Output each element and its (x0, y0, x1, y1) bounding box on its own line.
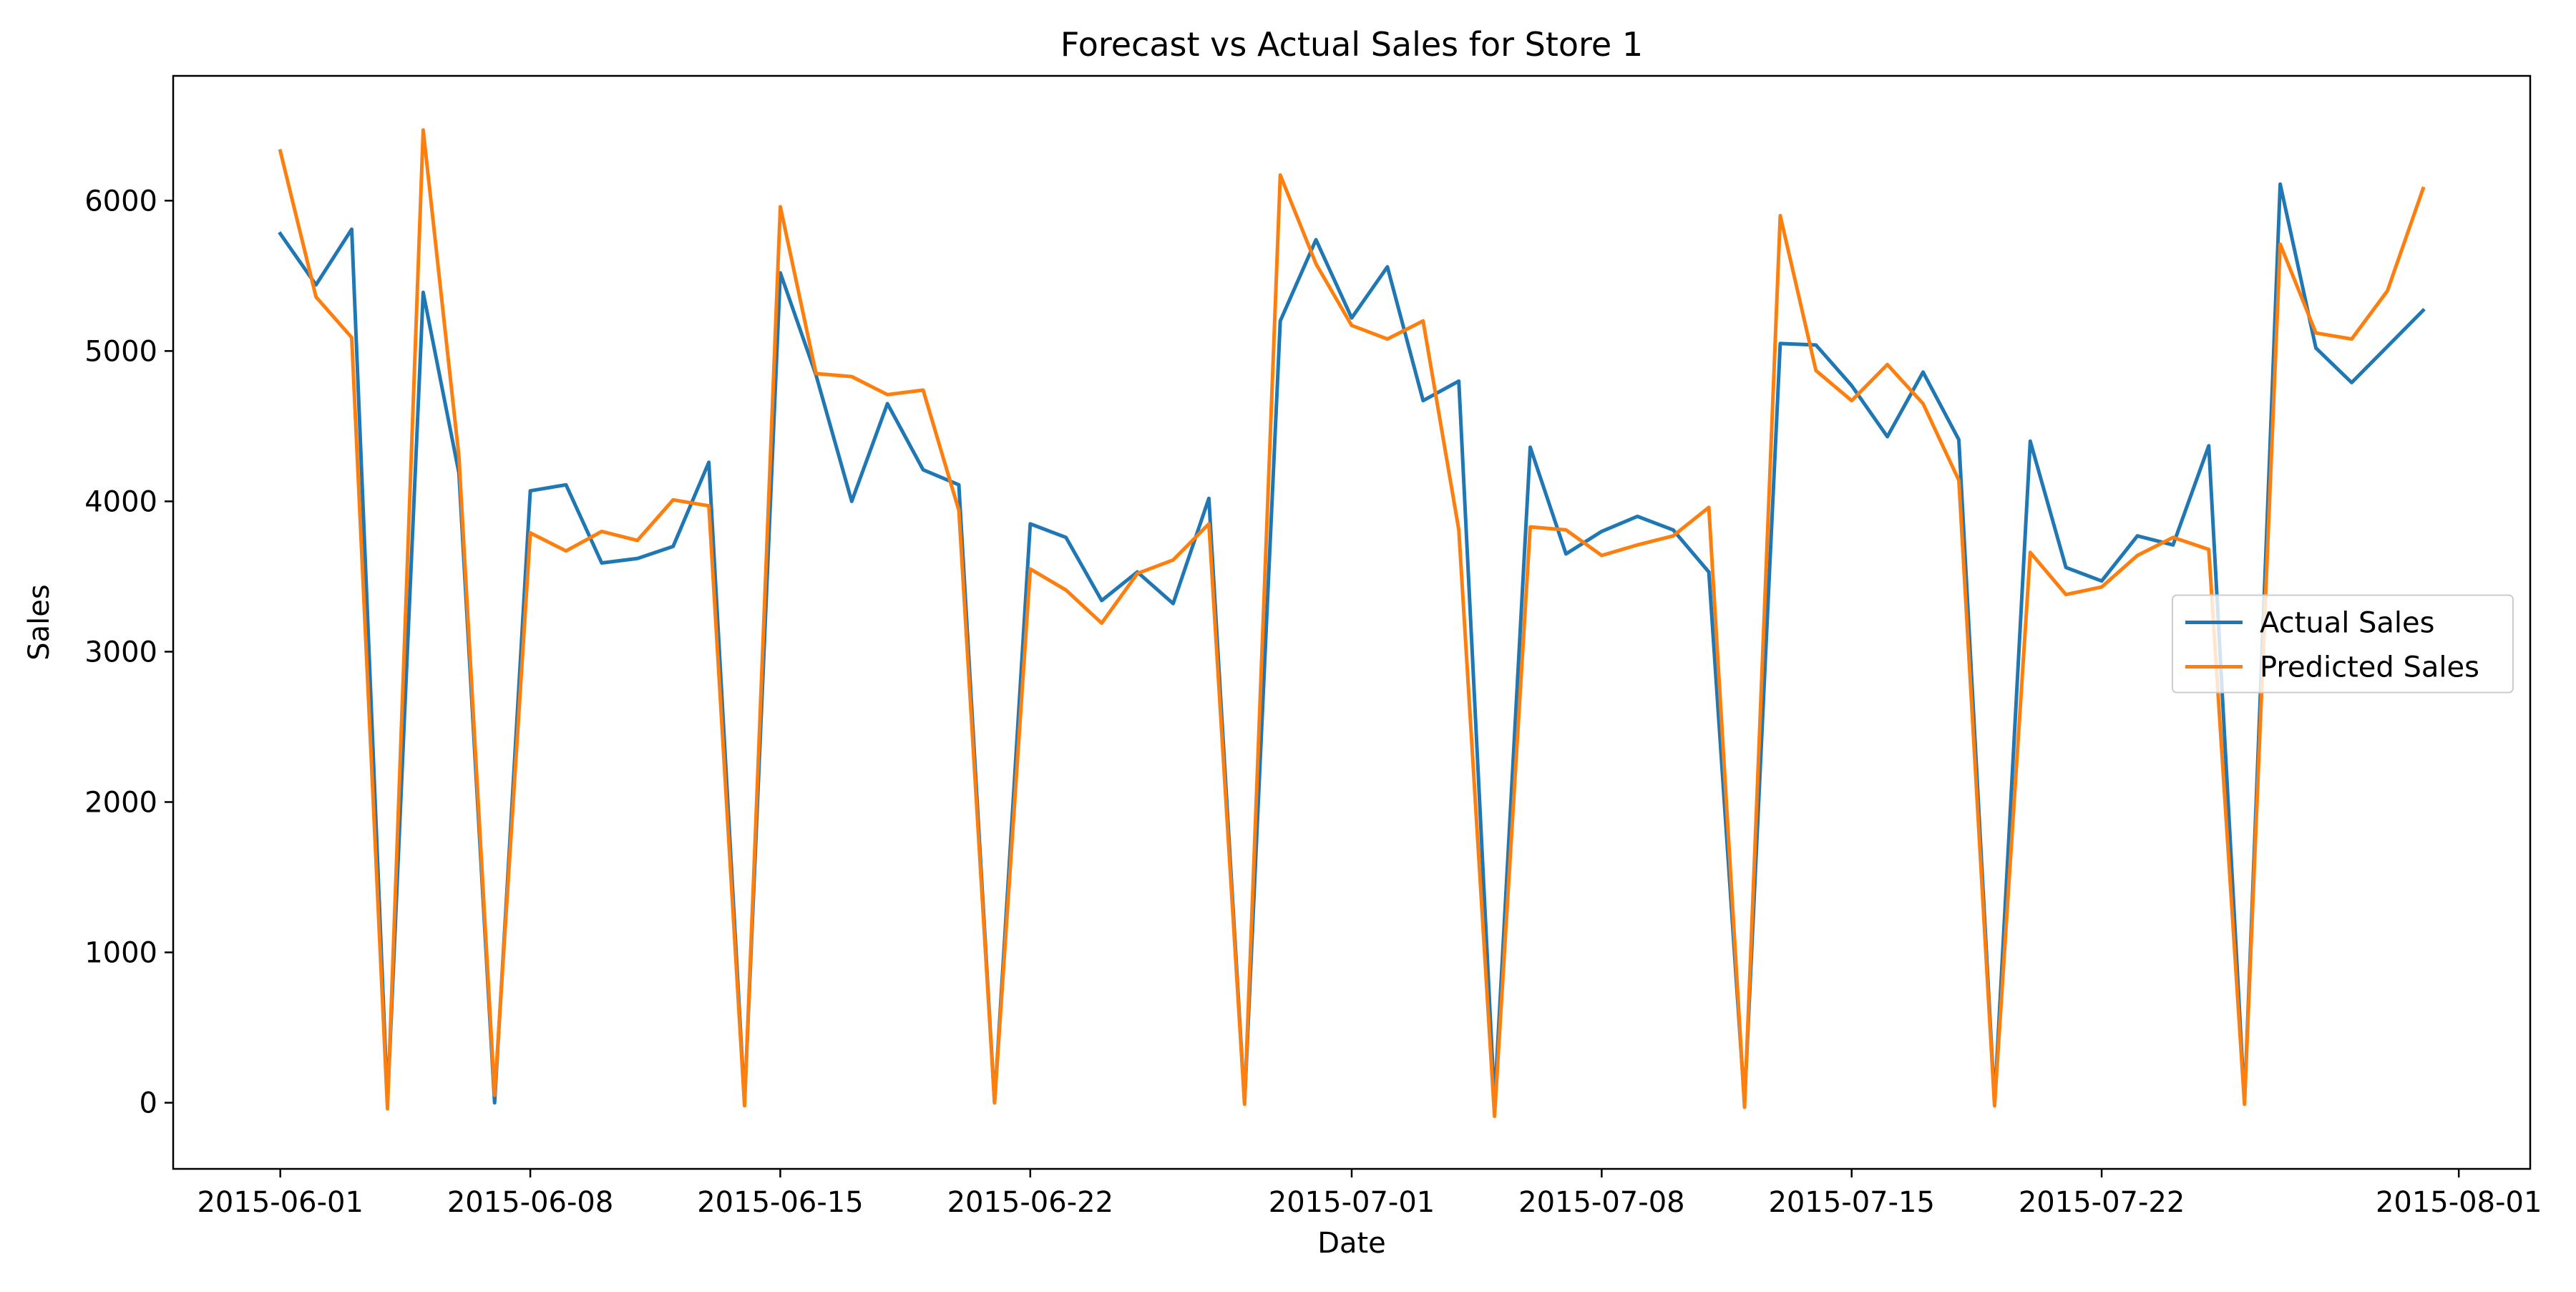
x-tick-label: 2015-06-22 (947, 1186, 1113, 1219)
chart-title: Forecast vs Actual Sales for Store 1 (1060, 25, 1643, 64)
legend-label-actual-sales: Actual Sales (2260, 607, 2435, 640)
x-tick-label: 2015-07-01 (1269, 1186, 1435, 1219)
plot-area (278, 128, 2426, 1118)
x-tick-label: 2015-08-01 (2376, 1186, 2542, 1219)
y-tick-label: 2000 (84, 786, 157, 819)
y-tick-label: 6000 (84, 185, 157, 218)
y-tick-label: 0 (140, 1087, 157, 1120)
x-tick-label: 2015-06-15 (697, 1186, 863, 1219)
y-axis-label: Sales (23, 584, 56, 660)
legend-label-predicted-sales: Predicted Sales (2260, 651, 2479, 684)
y-tick-label: 1000 (84, 937, 157, 970)
series-line-predicted-sales (278, 128, 2426, 1118)
axes: 0 1000 2000 3000 4000 5000 6000 2015-06-01 2015-… (84, 74, 2542, 1219)
x-tick-label: 2015-07-08 (1518, 1186, 1684, 1219)
legend-frame (2172, 594, 2514, 694)
x-tick-label: 2015-07-22 (2019, 1186, 2185, 1219)
y-tick-label: 5000 (84, 335, 157, 368)
series-line-actual-sales (278, 182, 2426, 1105)
y-tick-label: 4000 (84, 485, 157, 518)
x-tick-label: 2015-06-01 (197, 1186, 363, 1219)
x-axis-label: Date (1317, 1227, 1386, 1260)
y-tick-label: 3000 (84, 636, 157, 669)
x-tick-label: 2015-06-08 (447, 1186, 613, 1219)
legend: Actual Sales Predicted Sales (2172, 594, 2514, 694)
x-tick-label: 2015-07-15 (1768, 1186, 1934, 1219)
